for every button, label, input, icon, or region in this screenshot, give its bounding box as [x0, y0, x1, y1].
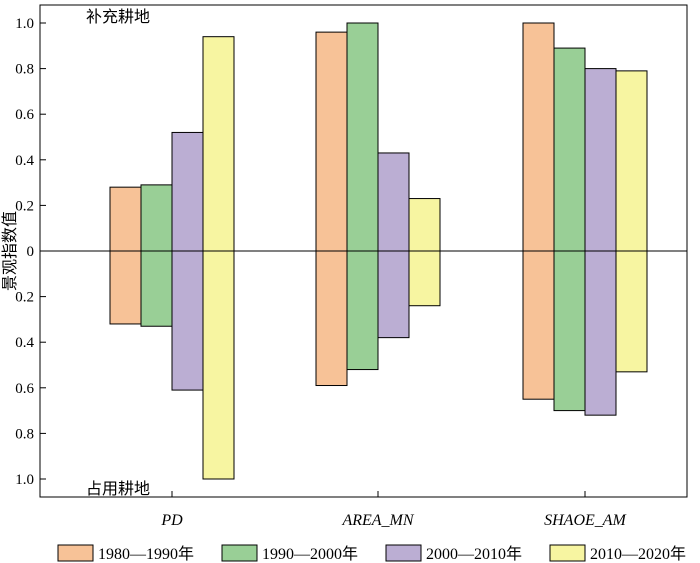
y-tick-label: 0.6 — [15, 381, 34, 397]
legend-swatch — [57, 544, 94, 562]
legend-swatch — [549, 544, 586, 562]
y-axis: 1.0 0.8 0.6 0.4 0.2 0 0.2 0.4 0.6 0.8 1.0 — [15, 16, 46, 488]
bar-positive-area-mn-s3 — [377, 152, 410, 252]
bar-negative-shaoe-am-s1 — [522, 250, 555, 400]
y-tick-label: 0 — [27, 244, 35, 260]
y-tick-label: 0.4 — [15, 153, 34, 169]
bar-negative-pd-s2 — [140, 250, 173, 327]
y-tick-label: 0.2 — [15, 290, 34, 306]
legend-label: 1980—1990年 — [98, 545, 194, 563]
bar-positive-pd-s2 — [140, 184, 173, 252]
y-tick-label: 0.2 — [15, 198, 34, 214]
bar-negative-shaoe-am-s2 — [553, 250, 586, 412]
bar-positive-area-mn-s1 — [315, 31, 348, 252]
legend-label: 2010—2020年 — [590, 545, 686, 563]
y-tick-label: 0.8 — [15, 62, 34, 78]
bar-negative-pd-s3 — [171, 250, 204, 391]
bar-positive-shaoe-am-s2 — [553, 47, 586, 252]
annotation-top: 补充耕地 — [86, 7, 150, 26]
bar-negative-area-mn-s2 — [346, 250, 379, 371]
bar-positive-pd-s4 — [202, 36, 235, 252]
legend-label: 1990—2000年 — [262, 545, 358, 563]
bar-negative-area-mn-s4 — [408, 250, 441, 307]
bar-positive-area-mn-s4 — [408, 198, 441, 252]
legend-label: 2000—2010年 — [426, 545, 522, 563]
bar-positive-shaoe-am-s3 — [584, 68, 617, 252]
bar-negative-shaoe-am-s3 — [584, 250, 617, 416]
legend-swatch — [385, 544, 422, 562]
y-axis-label: 景观指数值 — [0, 211, 19, 291]
bar-negative-pd-s1 — [109, 250, 142, 325]
bar-negative-area-mn-s3 — [377, 250, 410, 339]
y-tick-label: 1.0 — [15, 472, 34, 488]
bar-positive-area-mn-s2 — [346, 22, 379, 252]
y-tick-label: 0.8 — [15, 426, 34, 442]
x-axis: PD AREA_MN SHAOE_AM — [160, 491, 628, 529]
annotation-bottom: 占用耕地 — [86, 479, 150, 498]
bar-positive-pd-s3 — [171, 131, 204, 252]
bar-negative-shaoe-am-s4 — [615, 250, 648, 373]
x-tick-label: PD — [160, 512, 183, 529]
y-tick-label: 0.4 — [15, 335, 34, 351]
x-tick-label: SHAOE_AM — [544, 512, 627, 529]
bar-negative-area-mn-s1 — [315, 250, 348, 387]
x-tick-label: AREA_MN — [341, 512, 414, 529]
bar-positive-pd-s1 — [109, 186, 142, 252]
bars-group — [109, 22, 648, 480]
bar-positive-shaoe-am-s1 — [522, 22, 555, 252]
y-tick-label: 1.0 — [15, 16, 34, 32]
bar-negative-pd-s4 — [202, 250, 235, 480]
legend: 1980—1990年 1990—2000年 2000—2010年 2010—2020年 — [57, 544, 686, 563]
y-tick-label: 0.6 — [15, 107, 34, 123]
bar-positive-shaoe-am-s4 — [615, 70, 648, 252]
legend-swatch — [221, 544, 258, 562]
